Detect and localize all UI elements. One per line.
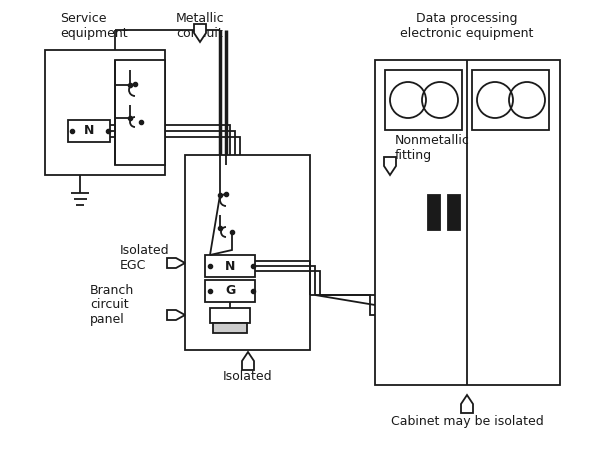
- Bar: [428, 195, 440, 230]
- Text: Data processing
electronic equipment: Data processing electronic equipment: [400, 12, 533, 40]
- Text: N: N: [84, 125, 94, 138]
- Text: Cabinet may be isolated: Cabinet may be isolated: [391, 415, 544, 428]
- Bar: [448, 195, 460, 230]
- Polygon shape: [242, 352, 254, 370]
- Polygon shape: [167, 310, 185, 320]
- Bar: [185, 155, 310, 350]
- Bar: [210, 308, 250, 323]
- Bar: [205, 280, 255, 302]
- Bar: [205, 255, 255, 277]
- Polygon shape: [167, 258, 185, 268]
- Text: G: G: [225, 284, 235, 297]
- Text: Metallic
conduit: Metallic conduit: [176, 12, 224, 40]
- Bar: [375, 60, 560, 385]
- Text: Service
equipment: Service equipment: [60, 12, 128, 40]
- Text: Nonmetallic
fitting: Nonmetallic fitting: [395, 134, 470, 162]
- Text: Isolated: Isolated: [223, 370, 273, 383]
- Text: Isolated
EGC: Isolated EGC: [120, 244, 170, 272]
- Text: N: N: [225, 260, 235, 273]
- Polygon shape: [384, 157, 396, 175]
- Bar: [472, 70, 549, 130]
- Text: Branch
circuit
panel: Branch circuit panel: [90, 284, 134, 327]
- Bar: [115, 60, 165, 165]
- Polygon shape: [194, 24, 206, 42]
- Bar: [213, 323, 247, 333]
- Bar: [45, 50, 165, 175]
- Bar: [385, 70, 462, 130]
- Bar: [68, 120, 110, 142]
- Polygon shape: [461, 395, 473, 413]
